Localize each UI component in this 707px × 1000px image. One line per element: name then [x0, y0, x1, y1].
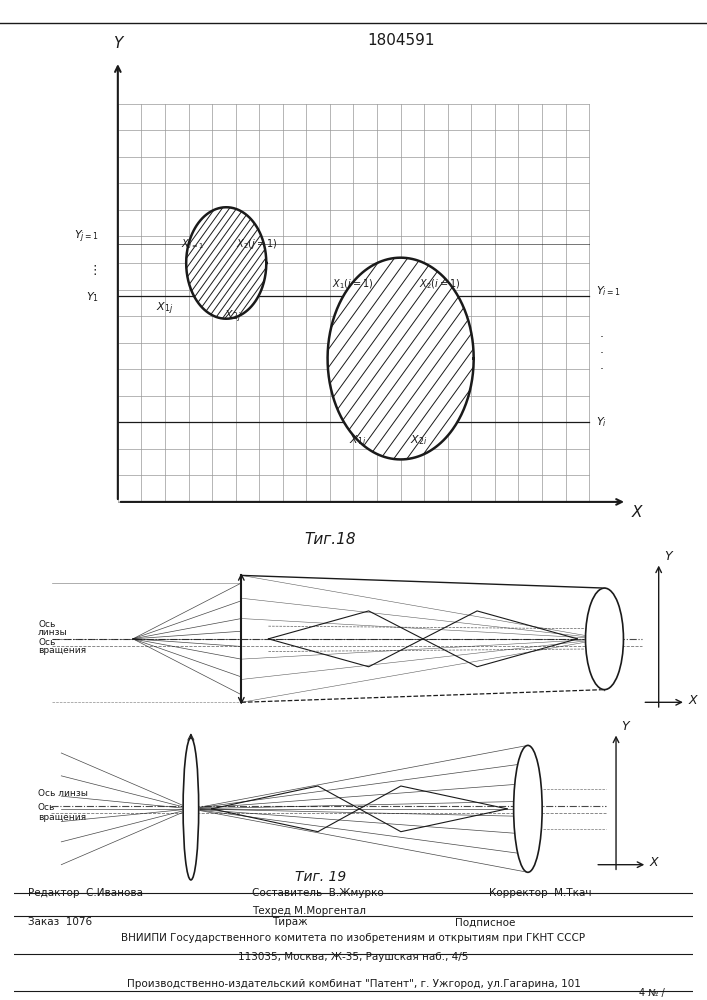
Text: Τиг.18: Τиг.18	[304, 532, 356, 547]
Text: Подписное: Подписное	[455, 917, 515, 927]
Text: $.$: $.$	[599, 359, 603, 372]
Text: $X_{2j}$: $X_{2j}$	[224, 308, 241, 325]
Text: Y: Y	[113, 36, 122, 51]
Text: Тираж: Тираж	[272, 917, 308, 927]
Text: Y: Y	[664, 550, 672, 563]
Text: $X_2(i{=}1)$: $X_2(i{=}1)$	[419, 277, 461, 291]
Text: X: X	[631, 505, 642, 520]
Text: ВНИИПИ Государственного комитета по изобретениям и открытиям при ГКНТ СССР: ВНИИПИ Государственного комитета по изоб…	[122, 933, 585, 943]
Text: Ось: Ось	[38, 803, 55, 812]
Text: 4 № /: 4 № /	[638, 988, 665, 998]
Text: $X_{1j}$: $X_{1j}$	[156, 300, 173, 317]
Text: Y: Y	[621, 720, 629, 733]
Text: Техред М.Моргентал: Техред М.Моргентал	[252, 906, 366, 916]
Text: $X_2(j{=}1)$: $X_2(j{=}1)$	[235, 237, 277, 251]
Text: Производственно-издательский комбинат "Патент", г. Ужгород, ул.Гагарина, 101: Производственно-издательский комбинат "П…	[127, 979, 580, 989]
Text: Ось: Ось	[38, 620, 55, 629]
Ellipse shape	[585, 588, 624, 690]
Text: Ось: Ось	[38, 638, 55, 647]
Ellipse shape	[183, 738, 199, 880]
Text: $.$: $.$	[599, 327, 603, 340]
Text: Τиг. 19: Τиг. 19	[295, 870, 346, 884]
Text: 1804591: 1804591	[367, 33, 434, 48]
Text: X: X	[689, 694, 697, 707]
Text: $Y_i$: $Y_i$	[596, 415, 607, 429]
Text: Заказ  1076: Заказ 1076	[28, 917, 92, 927]
Text: вращения: вращения	[38, 646, 86, 655]
Text: X: X	[650, 856, 658, 869]
Text: $Y_{j=1}$: $Y_{j=1}$	[74, 228, 99, 245]
Text: $X_1(i{=}1)$: $X_1(i{=}1)$	[332, 277, 373, 291]
Ellipse shape	[513, 745, 542, 872]
Text: $.$: $.$	[599, 343, 603, 356]
Text: $Y_1$: $Y_1$	[86, 290, 99, 304]
Text: линзы: линзы	[38, 628, 68, 637]
Polygon shape	[186, 207, 267, 319]
Text: $X_{i=1}$: $X_{i=1}$	[182, 237, 204, 251]
Text: $Y_{i=1}$: $Y_{i=1}$	[596, 284, 621, 298]
Polygon shape	[327, 258, 474, 459]
Text: $\vdots$: $\vdots$	[88, 263, 97, 277]
Text: $X_{1i}$: $X_{1i}$	[349, 434, 366, 447]
Text: Редактор  С.Иванова: Редактор С.Иванова	[28, 888, 143, 898]
Text: Ось линзы: Ось линзы	[38, 789, 88, 798]
Text: вращения: вращения	[38, 813, 86, 822]
Text: Составитель  В.Жмурко: Составитель В.Жмурко	[252, 888, 383, 898]
Text: 113035, Москва, Ж-35, Раушская наб., 4/5: 113035, Москва, Ж-35, Раушская наб., 4/5	[238, 952, 469, 962]
Text: Корректор  М.Ткач: Корректор М.Ткач	[489, 888, 592, 898]
Text: $X_{2i}$: $X_{2i}$	[410, 434, 427, 447]
